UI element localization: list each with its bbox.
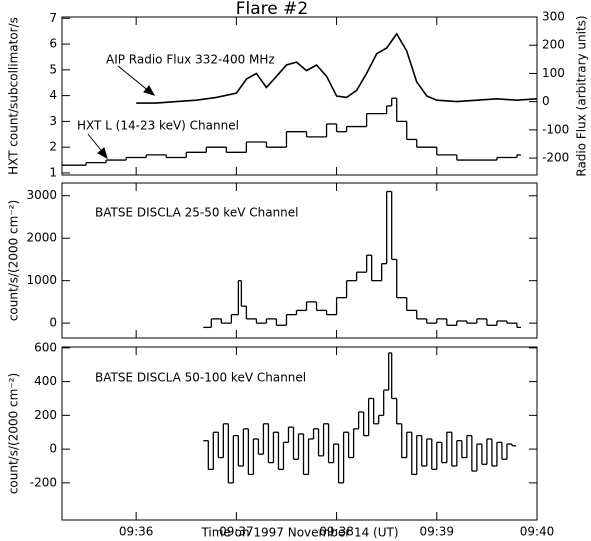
arrowhead	[143, 85, 156, 96]
y2-tick-label: 0	[542, 94, 550, 108]
y-axis-label: count/s/(2000 cm⁻²)	[7, 200, 21, 321]
series-line	[136, 32, 538, 104]
y-tick-label: 3000	[26, 188, 57, 202]
x-tick-label: 09:38	[319, 525, 354, 539]
y2-tick-label: 300	[542, 10, 565, 24]
y-tick-label: 200	[34, 408, 57, 422]
x-tick-label: 09:37	[219, 525, 254, 539]
x-tick-label: 09:36	[119, 525, 154, 539]
x-axis-label: Time on 1997 November 14 (UT)	[200, 526, 398, 540]
x-tick-label: 09:40	[520, 525, 555, 539]
y2-tick-label: -200	[542, 151, 569, 165]
y-tick-label: 6	[49, 37, 57, 51]
y-tick-label: 7	[49, 11, 57, 25]
y-tick-label: 2000	[26, 231, 57, 245]
plot-frame	[61, 346, 538, 521]
y-tick-label: 0	[49, 442, 57, 456]
annotation: BATSE DISCLA 25-50 keV Channel	[95, 206, 299, 220]
y-tick-label: 3	[49, 114, 57, 128]
y-tick-label: 4	[49, 88, 57, 102]
plot-frame	[61, 182, 538, 339]
y-tick-label: 600	[34, 340, 57, 354]
y2-tick-label: -100	[542, 122, 569, 136]
y-tick-label: 1	[49, 165, 57, 179]
chart-title: Flare #2	[236, 0, 308, 19]
arrowhead	[97, 147, 108, 160]
y-axis-label: HXT count/subcollimator/s	[7, 17, 21, 175]
annotation: AIP Radio Flux 332-400 MHz	[106, 53, 275, 67]
annotation: BATSE DISCLA 50-100 keV Channel	[95, 371, 306, 385]
y-tick-label: -200	[30, 475, 57, 489]
y-axis-label: count/s/(2000 cm⁻²)	[7, 373, 21, 494]
arrows	[87, 65, 156, 160]
y2-axis-label: Radio Flux (arbitrary units)	[575, 15, 589, 176]
y2-tick-label: 200	[542, 38, 565, 52]
y-tick-label: 1000	[26, 273, 57, 287]
plot-frame	[61, 16, 538, 176]
y-tick-label: 0	[49, 316, 57, 330]
annotation: HXT L (14-23 keV) Channel	[77, 119, 239, 133]
x-tick-label: 09:39	[419, 525, 454, 539]
y-tick-label: 5	[49, 62, 57, 76]
y-tick-label: 400	[34, 374, 57, 388]
arrow	[117, 65, 151, 93]
y2-tick-label: 100	[542, 66, 565, 80]
y-tick-label: 2	[49, 140, 57, 154]
